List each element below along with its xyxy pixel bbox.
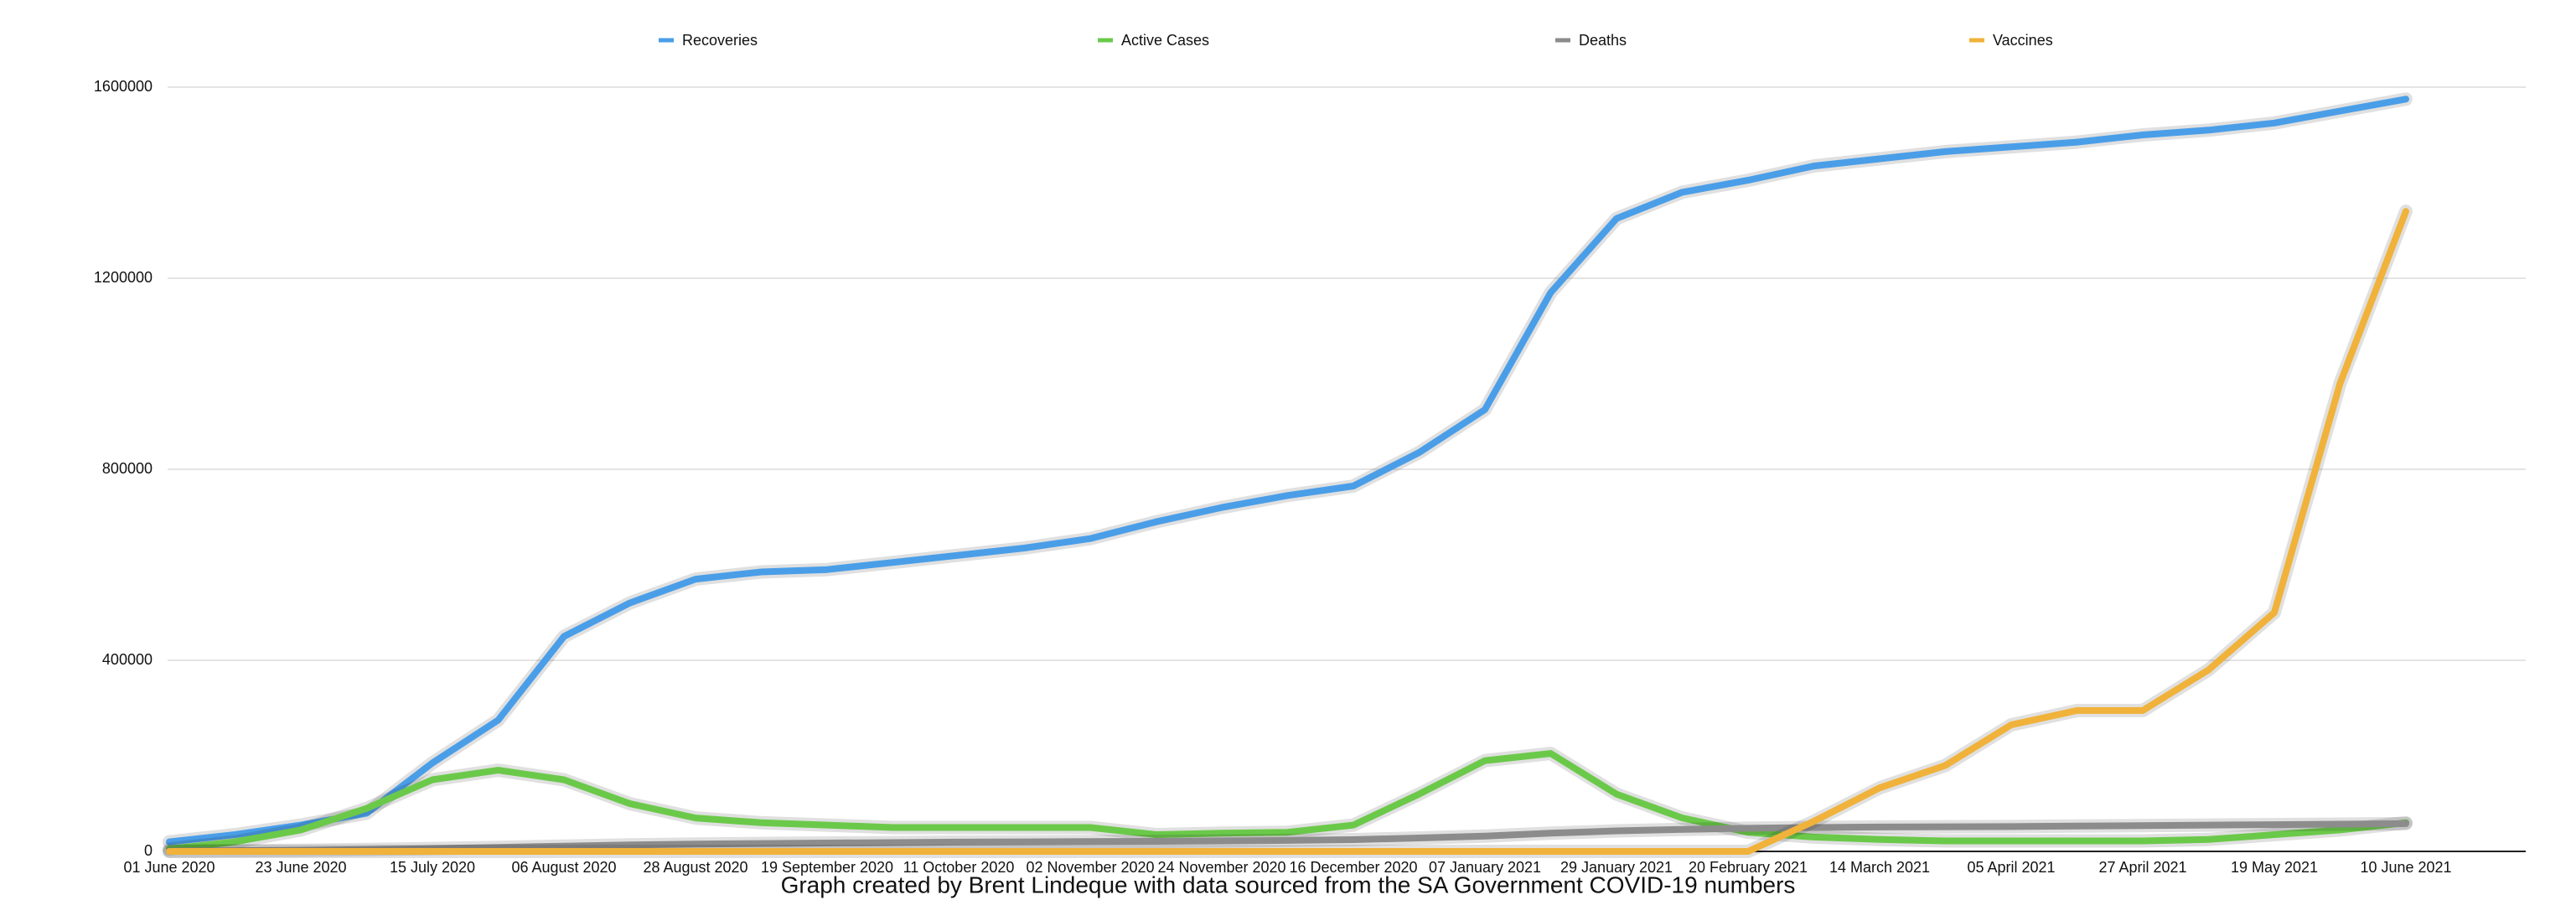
x-tick-label: 24 November 2020 <box>1157 859 1285 876</box>
chart-caption: Graph created by Brent Lindeque with dat… <box>781 872 1796 897</box>
y-tick-label: 400000 <box>102 651 153 668</box>
x-tick-label: 06 August 2020 <box>511 859 616 876</box>
x-tick-label: 19 May 2021 <box>2231 859 2318 876</box>
x-tick-label: 01 June 2020 <box>123 859 215 876</box>
series-line <box>166 750 2409 853</box>
x-tick-label: 29 January 2021 <box>1560 859 1673 876</box>
x-tick-label: 20 February 2021 <box>1689 859 1808 876</box>
x-tick-label: 27 April 2021 <box>2098 859 2186 876</box>
legend-label: Deaths <box>1579 32 1627 49</box>
x-tick-label: 23 June 2020 <box>255 859 346 876</box>
x-tick-label: 19 September 2020 <box>761 859 893 876</box>
x-tick-label: 11 October 2020 <box>903 859 1015 876</box>
series-line <box>166 820 2409 855</box>
y-tick-label: 0 <box>144 842 153 859</box>
x-tick-label: 14 March 2021 <box>1829 859 1930 876</box>
x-tick-label: 28 August 2020 <box>643 859 747 876</box>
x-tick-label: 16 December 2020 <box>1289 859 1417 876</box>
series-shadow <box>163 92 2413 849</box>
series-shadow <box>163 204 2413 858</box>
x-tick-label: 02 November 2020 <box>1026 859 1154 876</box>
x-tick-label: 05 April 2021 <box>1967 859 2055 876</box>
x-tick-label: 07 January 2021 <box>1429 859 1541 876</box>
series-line <box>166 208 2409 855</box>
y-tick-label: 1200000 <box>94 269 153 286</box>
legend-label: Vaccines <box>1993 32 2053 49</box>
y-tick-label: 800000 <box>102 460 153 477</box>
y-tick-label: 1600000 <box>94 78 153 95</box>
x-tick-label: 10 June 2021 <box>2360 859 2451 876</box>
legend-label: Active Cases <box>1121 32 1209 49</box>
series-line <box>166 96 2409 846</box>
legend-label: Recoveries <box>682 32 758 49</box>
x-tick-label: 15 July 2020 <box>390 859 475 876</box>
